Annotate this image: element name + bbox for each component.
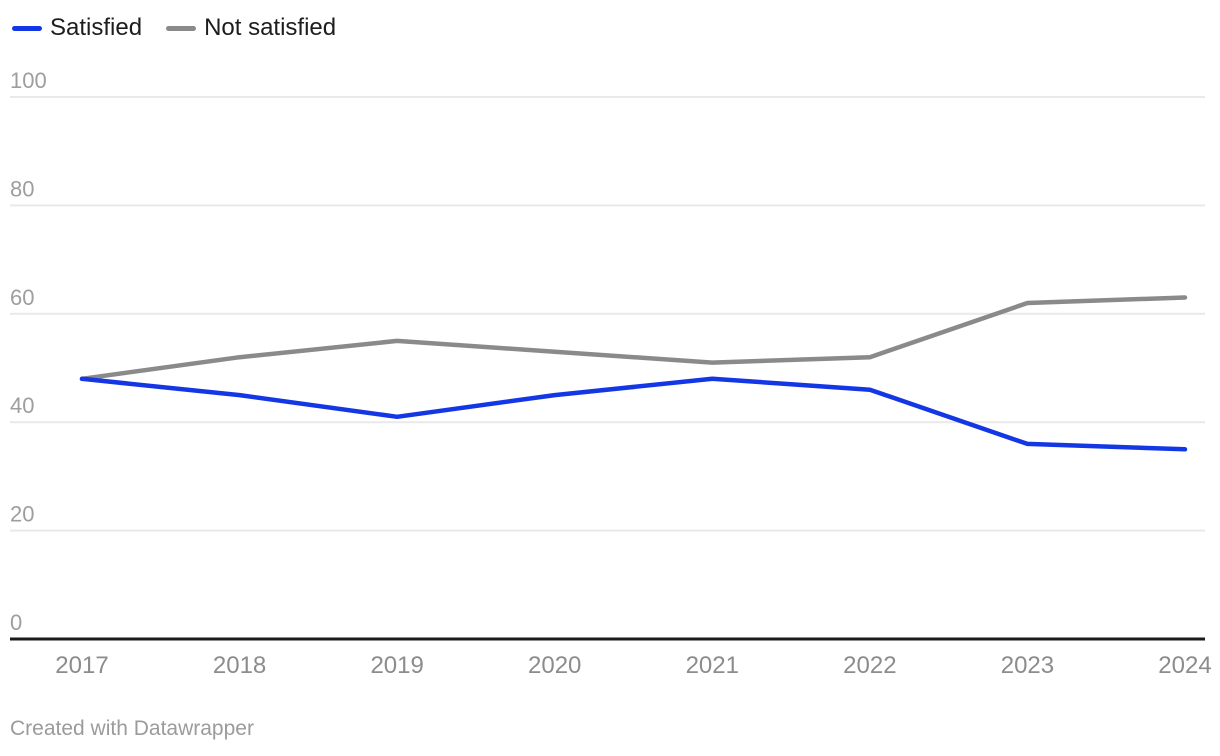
- xtick-label-2023: 2023: [1001, 652, 1054, 679]
- ytick-label-60: 60: [10, 285, 34, 310]
- xtick-label-2021: 2021: [686, 652, 739, 679]
- ytick-label-80: 80: [10, 176, 34, 201]
- legend-swatch-satisfied: [12, 25, 42, 31]
- xtick-label-2024: 2024: [1158, 652, 1211, 679]
- legend-item-satisfied: Satisfied: [12, 16, 142, 40]
- legend-swatch-not-satisfied: [166, 25, 197, 31]
- series-line-satisfied: [79, 376, 1188, 452]
- ytick-label-0: 0: [10, 610, 22, 635]
- legend: Satisfied Not satisfied: [12, 16, 336, 40]
- series-line-not-satisfied: [79, 295, 1188, 382]
- ytick-label-100: 100: [10, 68, 47, 93]
- legend-label-not-satisfied: Not satisfied: [204, 14, 337, 41]
- ytick-label-20: 20: [10, 502, 34, 527]
- legend-label-satisfied: Satisfied: [50, 14, 143, 41]
- xtick-label-2022: 2022: [843, 652, 896, 679]
- attribution: Created with Datawrapper: [10, 717, 254, 740]
- xtick-label-2017: 2017: [55, 652, 108, 679]
- ytick-label-40: 40: [10, 393, 34, 418]
- xtick-label-2018: 2018: [213, 652, 266, 679]
- legend-item-not-satisfied: Not satisfied: [166, 16, 336, 40]
- xtick-label-2019: 2019: [370, 652, 423, 679]
- xtick-label-2020: 2020: [528, 652, 581, 679]
